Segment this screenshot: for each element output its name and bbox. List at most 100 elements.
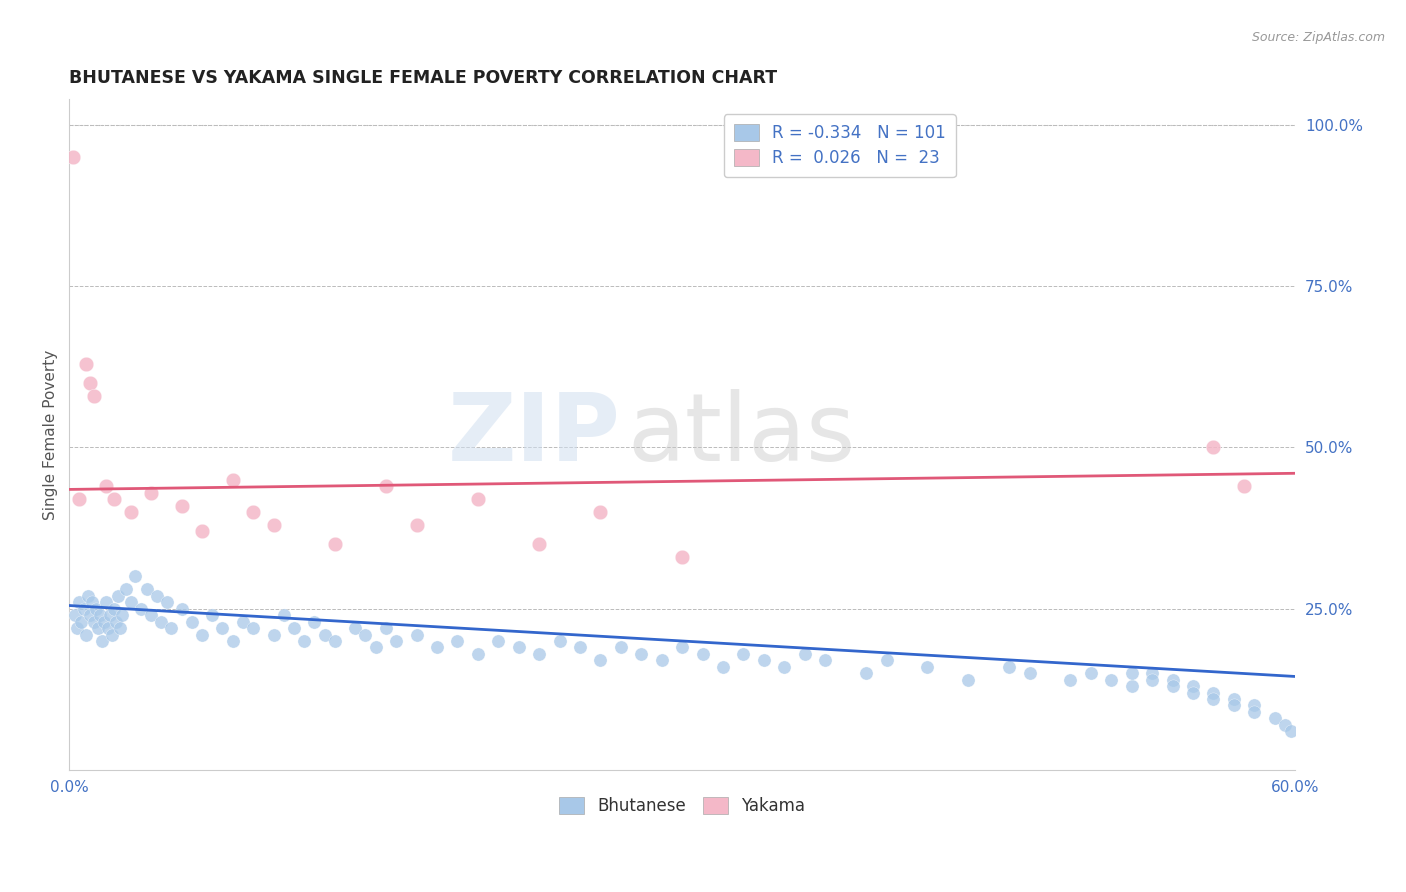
- Point: [752, 653, 775, 667]
- Point: [711, 660, 734, 674]
- Point: [120, 505, 142, 519]
- Point: [1233, 479, 1256, 493]
- Point: [89, 608, 111, 623]
- Point: [65, 608, 87, 623]
- Point: [773, 660, 796, 674]
- Point: [62, 150, 84, 164]
- Point: [692, 647, 714, 661]
- Point: [221, 473, 243, 487]
- Point: [93, 615, 115, 629]
- Point: [651, 653, 673, 667]
- Point: [1121, 666, 1143, 681]
- Point: [364, 640, 387, 655]
- Point: [180, 615, 202, 629]
- Point: [1182, 679, 1205, 693]
- Point: [292, 634, 315, 648]
- Point: [508, 640, 530, 655]
- Point: [76, 589, 98, 603]
- Point: [87, 621, 110, 635]
- Point: [191, 524, 214, 539]
- Point: [79, 608, 101, 623]
- Text: ZIP: ZIP: [449, 389, 621, 481]
- Point: [486, 634, 509, 648]
- Point: [83, 615, 105, 629]
- Point: [75, 357, 97, 371]
- Point: [124, 569, 146, 583]
- Point: [170, 499, 193, 513]
- Point: [1018, 666, 1040, 681]
- Point: [160, 621, 183, 635]
- Point: [120, 595, 142, 609]
- Point: [72, 601, 94, 615]
- Point: [344, 621, 367, 635]
- Point: [446, 634, 468, 648]
- Point: [1274, 718, 1296, 732]
- Point: [998, 660, 1021, 674]
- Point: [83, 389, 105, 403]
- Point: [876, 653, 898, 667]
- Point: [733, 647, 755, 661]
- Point: [263, 627, 285, 641]
- Point: [793, 647, 815, 661]
- Point: [467, 647, 489, 661]
- Point: [405, 517, 427, 532]
- Point: [111, 608, 134, 623]
- Point: [589, 505, 612, 519]
- Point: [1140, 673, 1163, 687]
- Text: Source: ZipAtlas.com: Source: ZipAtlas.com: [1251, 31, 1385, 45]
- Point: [70, 615, 93, 629]
- Point: [1264, 711, 1286, 725]
- Point: [671, 640, 693, 655]
- Point: [323, 537, 346, 551]
- Point: [548, 634, 571, 648]
- Point: [589, 653, 612, 667]
- Point: [66, 621, 89, 635]
- Point: [569, 640, 592, 655]
- Legend: Bhutanese, Yakama: Bhutanese, Yakama: [553, 790, 811, 822]
- Point: [75, 627, 97, 641]
- Point: [103, 601, 125, 615]
- Point: [273, 608, 295, 623]
- Point: [1161, 679, 1184, 693]
- Point: [156, 595, 179, 609]
- Point: [283, 621, 305, 635]
- Text: atlas: atlas: [627, 389, 855, 481]
- Point: [630, 647, 652, 661]
- Point: [426, 640, 449, 655]
- Point: [103, 492, 125, 507]
- Point: [232, 615, 254, 629]
- Point: [101, 627, 124, 641]
- Point: [527, 537, 550, 551]
- Point: [1161, 673, 1184, 687]
- Point: [1243, 705, 1265, 719]
- Point: [97, 621, 120, 635]
- Point: [1279, 724, 1302, 739]
- Point: [323, 634, 346, 648]
- Point: [1223, 692, 1246, 706]
- Point: [671, 550, 693, 565]
- Point: [146, 589, 169, 603]
- Point: [242, 621, 264, 635]
- Point: [105, 615, 128, 629]
- Point: [135, 582, 157, 597]
- Point: [1202, 692, 1225, 706]
- Point: [405, 627, 427, 641]
- Y-axis label: Single Female Poverty: Single Female Poverty: [44, 350, 58, 520]
- Point: [263, 517, 285, 532]
- Point: [1202, 441, 1225, 455]
- Point: [610, 640, 633, 655]
- Point: [201, 608, 224, 623]
- Point: [814, 653, 837, 667]
- Point: [170, 601, 193, 615]
- Point: [304, 615, 326, 629]
- Point: [1182, 685, 1205, 699]
- Text: BHUTANESE VS YAKAMA SINGLE FEMALE POVERTY CORRELATION CHART: BHUTANESE VS YAKAMA SINGLE FEMALE POVERT…: [69, 69, 778, 87]
- Point: [94, 595, 117, 609]
- Point: [90, 634, 112, 648]
- Point: [69, 595, 91, 609]
- Point: [242, 505, 264, 519]
- Point: [374, 621, 396, 635]
- Point: [1080, 666, 1102, 681]
- Point: [191, 627, 214, 641]
- Point: [221, 634, 243, 648]
